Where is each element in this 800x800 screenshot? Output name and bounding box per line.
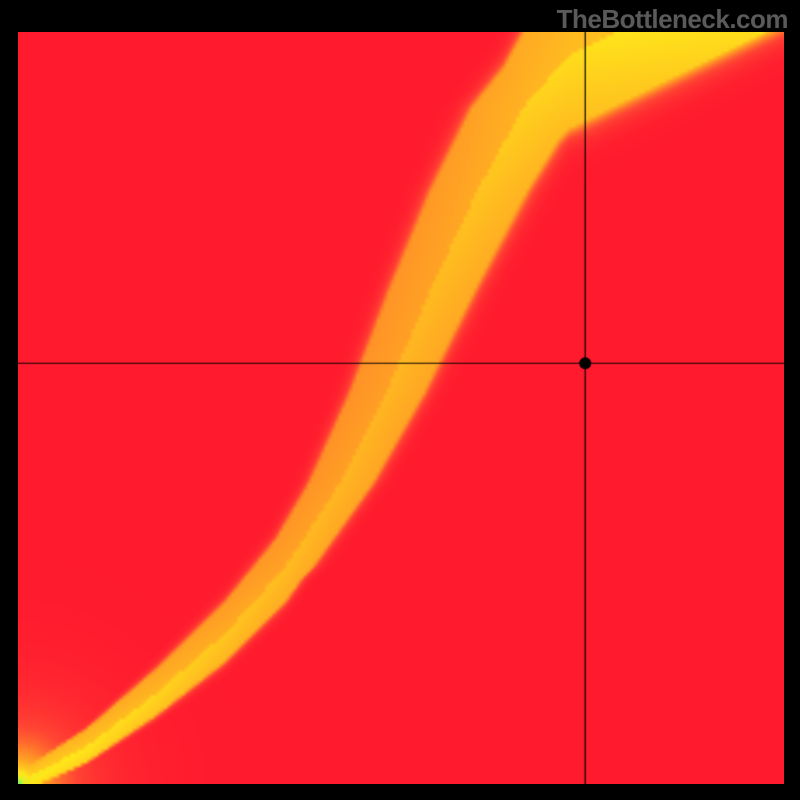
watermark-text: TheBottleneck.com	[557, 4, 788, 35]
bottleneck-heatmap-chart	[18, 32, 784, 784]
